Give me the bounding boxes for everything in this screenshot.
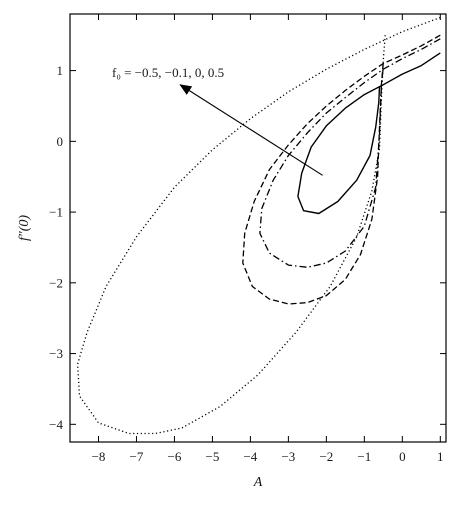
x-tick-label: −3: [281, 449, 295, 464]
y-tick-label: −1: [49, 205, 63, 220]
plot-frame: [69, 13, 447, 443]
x-tick-label: −4: [243, 449, 257, 464]
y-tick-label: 0: [57, 134, 64, 149]
series-line-3-dashed: [242, 34, 441, 305]
x-tick-label: −5: [206, 449, 220, 464]
x-tick-label: −6: [168, 449, 182, 464]
y-tick-label: 1: [57, 63, 64, 78]
annotation-arrow: [179, 84, 323, 176]
y-tick-label: −2: [49, 275, 63, 290]
series-line-1-solid: [297, 52, 441, 215]
x-tick-label: −7: [130, 449, 144, 464]
x-axis-label: A: [253, 475, 263, 490]
y-tick-label: −3: [49, 346, 63, 361]
x-tick-label: −1: [357, 449, 371, 464]
x-tick-label: 1: [437, 449, 444, 464]
x-tick-label: −2: [319, 449, 333, 464]
x-tick-label: 0: [399, 449, 406, 464]
series-layer: [76, 16, 441, 435]
y-tick-label: −4: [49, 417, 63, 432]
x-tick-label: −8: [92, 449, 106, 464]
series-line-2-dashdot: [259, 38, 441, 268]
ticks-layer: −8 −7 −6 −5 −4 −3 −2 −1 0 1 −4 −3 −2 −1 0 1: [49, 14, 446, 464]
y-axis-label: f″(0): [17, 215, 32, 241]
annotation-text: f₀ = −0.5, −0.1, 0, 0.5: [112, 65, 224, 80]
